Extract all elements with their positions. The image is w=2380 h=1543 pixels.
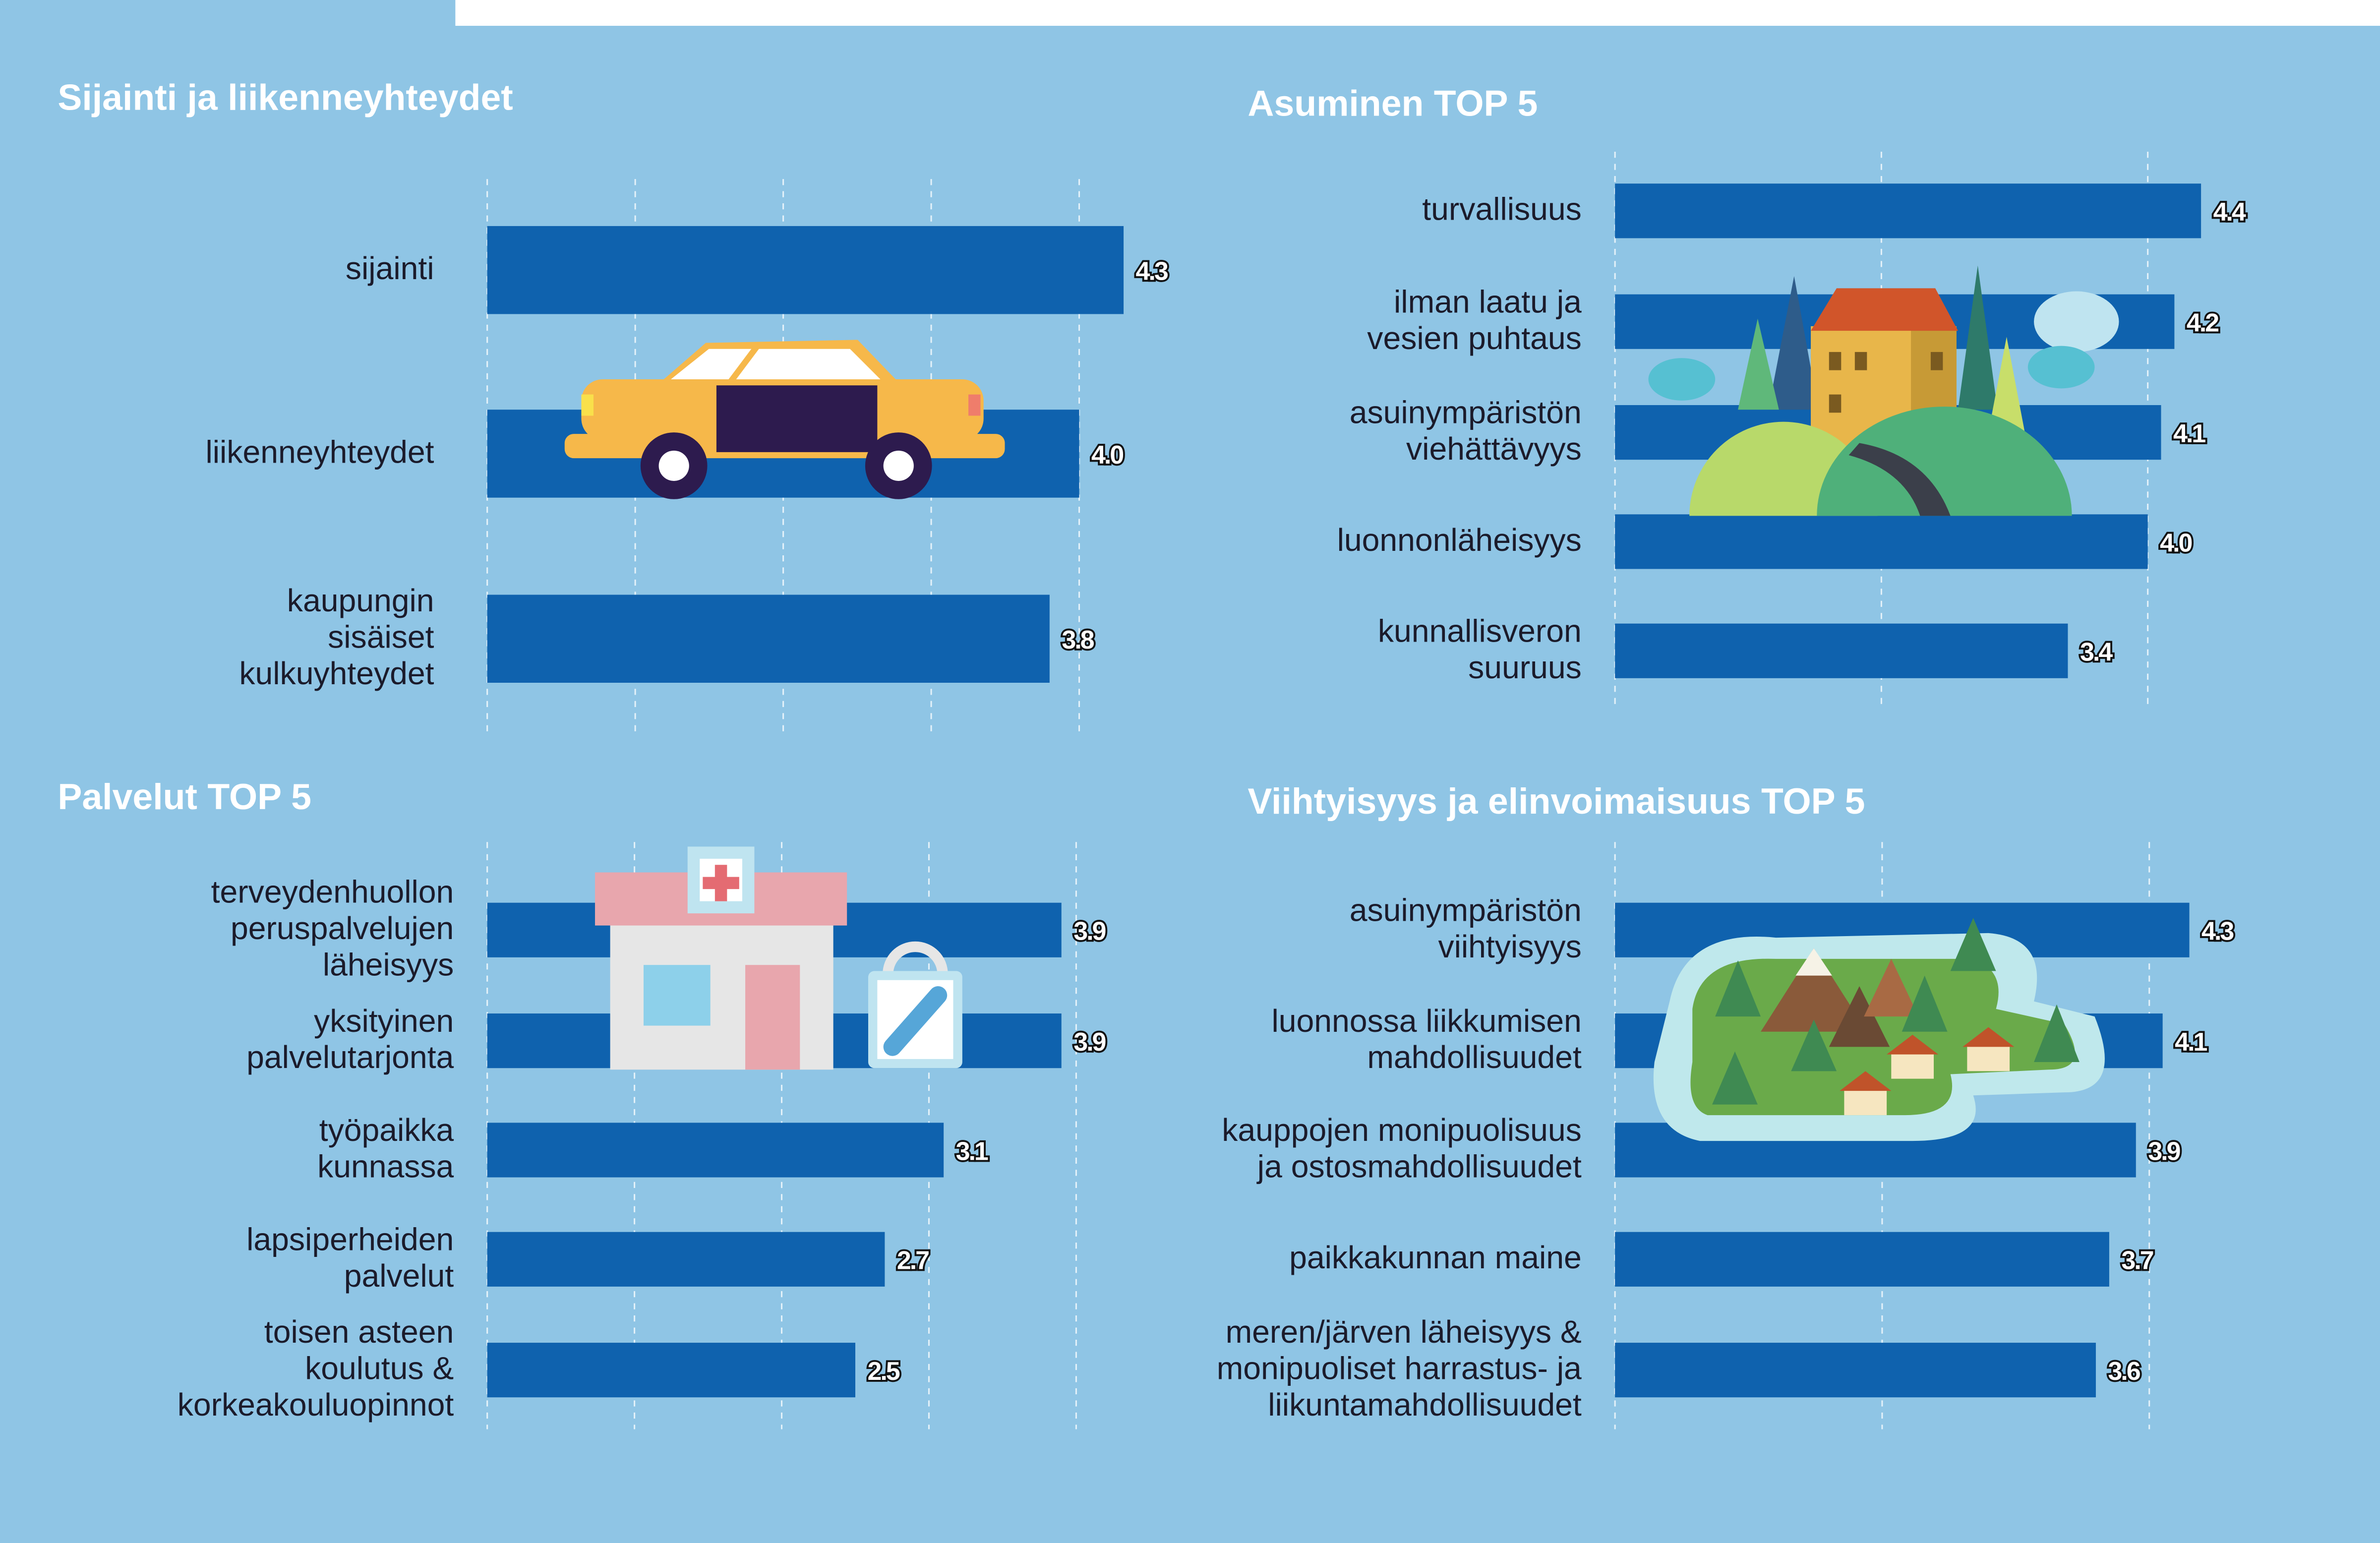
value-label: 4.4: [2213, 198, 2246, 227]
category-label-box: meren/järven läheisyys & monipuoliset ha…: [1126, 1302, 1581, 1438]
chart-title: Asuminen TOP 5: [1248, 83, 1538, 124]
infographic: Sijainti ja liikenneyhteydet 4.3 sijainti 4…: [0, 0, 2380, 1543]
page: {"chart_data": [ {"type": "bar", "orient…: [0, 0, 2380, 1543]
chart-title: Viihtyisyys ja elinvoimaisuus TOP 5: [1248, 781, 1865, 822]
value-label: 4.0: [1091, 441, 1123, 470]
bar: [487, 1343, 855, 1397]
top-strip: [455, 0, 2380, 26]
bar: [487, 595, 1050, 683]
bar: [1615, 1343, 2096, 1397]
category-label-box: kunnallisveron suuruus: [1187, 583, 1582, 719]
chart-title: Palvelut TOP 5: [58, 776, 311, 817]
chart-title: Sijainti ja liikenneyhteydet: [58, 77, 513, 118]
bar: [487, 226, 1124, 314]
value-label: 3.9: [2148, 1137, 2180, 1166]
value-label: 2.5: [867, 1357, 899, 1386]
value-label: 4.3: [2202, 917, 2234, 946]
value-label: 2.7: [897, 1246, 929, 1275]
value-label: 4.1: [2175, 1028, 2207, 1057]
category-label: toisen asteen koulutus & korkeakouluopin…: [44, 1302, 454, 1438]
value-label: 3.7: [2121, 1246, 2153, 1275]
category-label-box: liikenneyhteydet: [55, 385, 434, 522]
category-label-box: toisen asteen koulutus & korkeakouluopin…: [44, 1302, 454, 1438]
value-label: 3.8: [1062, 626, 1094, 654]
category-label: kunnallisveron suuruus: [1187, 583, 1582, 719]
category-label: liikenneyhteydet: [55, 385, 434, 522]
value-label: 4.2: [2187, 309, 2218, 338]
bar: [487, 1232, 885, 1287]
value-label: 4.0: [2160, 529, 2192, 557]
category-label-box: sijainti: [55, 202, 434, 338]
category-label-box: kaupungin sisäiset kulkuyhteydet: [55, 571, 434, 707]
value-label: 3.6: [2108, 1357, 2140, 1386]
bar: [1615, 624, 2068, 678]
bar: [1615, 1232, 2109, 1287]
category-label: sijainti: [55, 202, 434, 338]
bar: [487, 1123, 944, 1177]
value-label: 4.1: [2173, 419, 2205, 448]
value-label: 3.1: [956, 1137, 988, 1166]
bar: [1615, 514, 2147, 569]
category-label: kaupungin sisäiset kulkuyhteydet: [55, 571, 434, 707]
category-label: meren/järven läheisyys & monipuoliset ha…: [1126, 1302, 1581, 1438]
value-label: 3.4: [2080, 638, 2113, 667]
value-label: 4.3: [1136, 257, 1168, 286]
value-label: 3.9: [1073, 917, 1105, 946]
value-label: 3.9: [1073, 1028, 1105, 1057]
bar: [1615, 183, 2201, 238]
